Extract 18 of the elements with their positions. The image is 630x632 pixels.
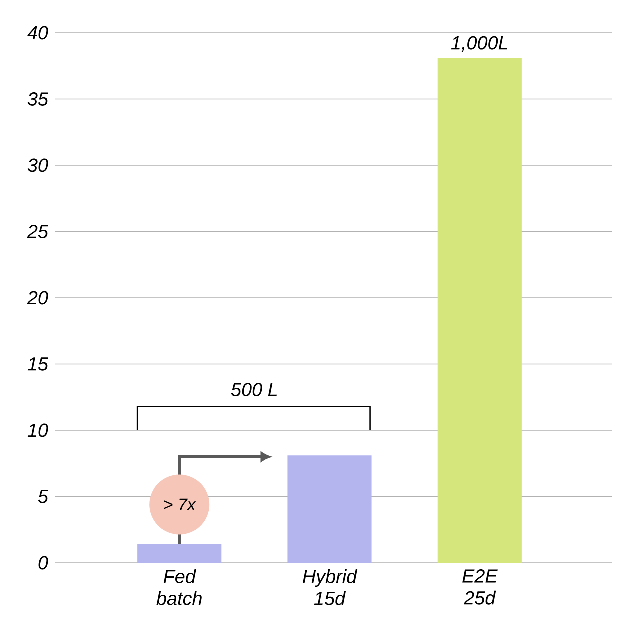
bar [138,544,222,563]
x-tick-label: Fed batch [156,570,202,606]
y-tick-label: 35 [28,92,49,106]
y-tick-label: 10 [28,424,48,438]
x-tick-label: E2E 25d [462,570,498,605]
annotation: 500 L [231,383,278,396]
y-tick-label: 20 [27,291,48,305]
y-tick-label: 25 [27,225,49,238]
y-tick-label: 40 [28,26,48,40]
bar [288,456,372,563]
y-tick-label: 15 [28,358,49,371]
y-tick-label: 0 [38,556,48,570]
annotation: > 7x [164,498,196,511]
bar [438,58,522,563]
y-tick-label: 5 [38,490,49,504]
y-tick-label: 30 [28,158,48,172]
annotation: 1,000L [451,36,508,52]
x-tick-label: Hybrid 15d [302,570,358,606]
